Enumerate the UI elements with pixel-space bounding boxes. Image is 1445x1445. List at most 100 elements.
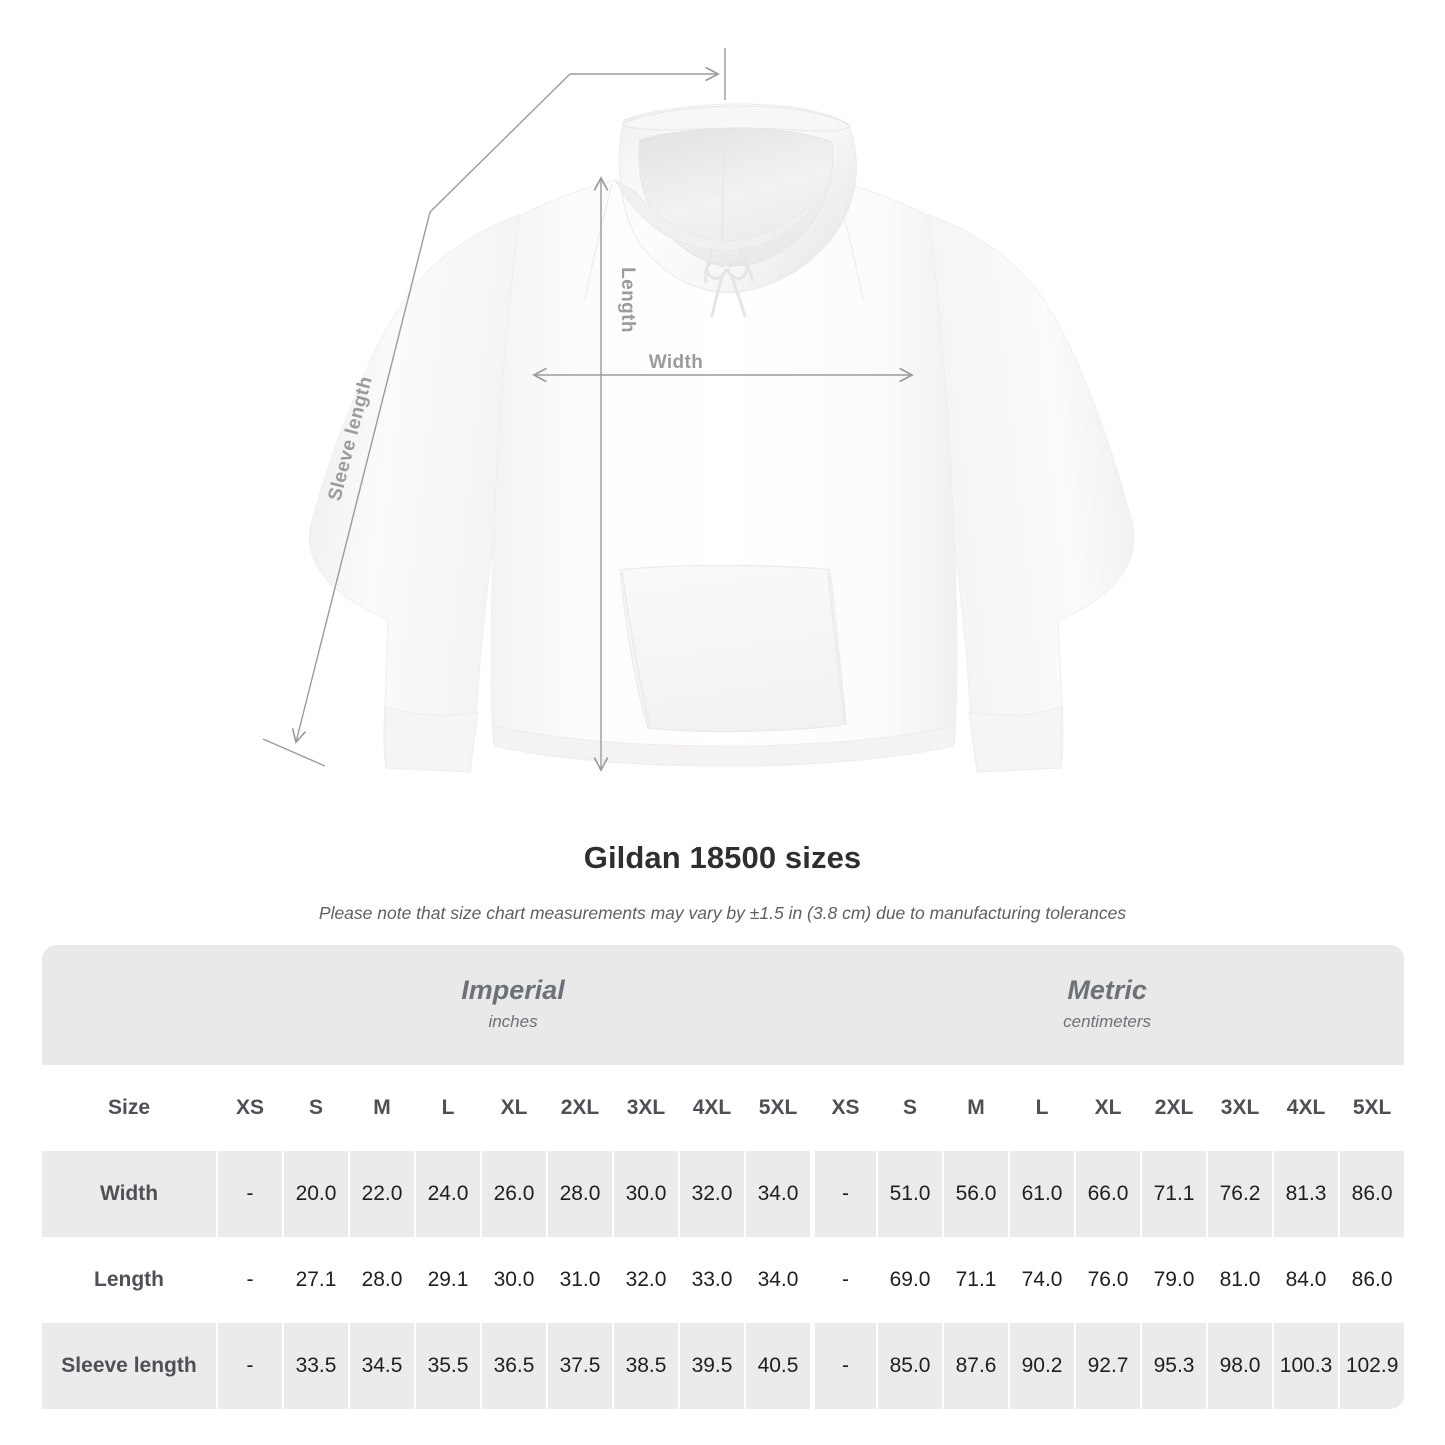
- cell-imperial: 30.0: [480, 1237, 546, 1323]
- table-row: Sleeve length -33.5 34.5 35.5 36.5 37.5 38.5 39…: [42, 1323, 1405, 1409]
- cell-metric: 100.3: [1272, 1323, 1339, 1409]
- size-header-row: Size XS S M L XL 2XL 3XL 4XL 5XL XS S M L XL 2XL 3XL 4XL 5…: [42, 1065, 1405, 1151]
- collar-front: [613, 178, 834, 251]
- cell-imperial: 34.0: [744, 1237, 811, 1323]
- column-header-imperial-m: M: [348, 1065, 414, 1151]
- cell-imperial: 34.5: [348, 1323, 414, 1409]
- sleeve-length-dimension: [262, 48, 726, 767]
- cell-metric: 61.0: [1008, 1151, 1075, 1237]
- dimension-lines: [262, 48, 914, 772]
- sleeve-length-main-diagonal: [291, 211, 431, 744]
- cell-metric: 76.2: [1206, 1151, 1273, 1237]
- column-header-metric-xs: XS: [810, 1065, 877, 1151]
- cell-metric: 51.0: [876, 1151, 943, 1237]
- cell-imperial: 32.0: [612, 1237, 678, 1323]
- cell-metric: 56.0: [942, 1151, 1009, 1237]
- kangaroo-pocket: [619, 564, 847, 733]
- hood-edge: [620, 105, 851, 132]
- cell-metric: 81.3: [1272, 1151, 1339, 1237]
- row-header-length: Length: [42, 1237, 216, 1323]
- cell-metric: 84.0: [1272, 1237, 1339, 1323]
- pocket-opening-left: [621, 571, 651, 727]
- row-header-width: Width: [42, 1151, 216, 1237]
- cell-metric: -: [810, 1237, 877, 1323]
- cell-metric: 90.2: [1008, 1323, 1075, 1409]
- left-sleeve: [309, 214, 521, 773]
- cell-metric: 86.0: [1338, 1237, 1405, 1323]
- column-header-imperial-xs: XS: [216, 1065, 282, 1151]
- cell-imperial: 24.0: [414, 1151, 480, 1237]
- cell-metric: 71.1: [1140, 1151, 1207, 1237]
- cell-imperial: -: [216, 1323, 282, 1409]
- hood-center-seam: [721, 129, 725, 251]
- row-header-sleeve-length: Sleeve length: [42, 1323, 216, 1409]
- cell-metric: 98.0: [1206, 1323, 1273, 1409]
- column-header-metric-s: S: [876, 1065, 943, 1151]
- right-cuff: [968, 705, 1063, 773]
- sleeve-length-upper-diagonal: [429, 73, 571, 213]
- cell-metric: 71.1: [942, 1237, 1009, 1323]
- column-header-metric-xl: XL: [1074, 1065, 1141, 1151]
- cell-imperial: 26.0: [480, 1151, 546, 1237]
- column-header-imperial-s: S: [282, 1065, 348, 1151]
- unit-header-imperial: Imperial inches: [216, 945, 811, 1065]
- cell-metric: 95.3: [1140, 1323, 1207, 1409]
- cell-metric: 69.0: [876, 1237, 943, 1323]
- cell-metric: 81.0: [1206, 1237, 1273, 1323]
- cell-imperial: 34.0: [744, 1151, 811, 1237]
- column-header-imperial-5xl: 5XL: [744, 1065, 811, 1151]
- cell-imperial: 40.5: [744, 1323, 811, 1409]
- cell-metric: 76.0: [1074, 1237, 1141, 1323]
- hoodie-diagram: Sleeve length Length Width: [262, 48, 1135, 773]
- unit-subtitle: centimeters: [1063, 1012, 1152, 1031]
- unit-name: Imperial: [461, 975, 565, 1005]
- cell-imperial: 30.0: [612, 1151, 678, 1237]
- bottom-hem: [493, 725, 955, 767]
- cell-metric: 92.7: [1074, 1323, 1141, 1409]
- right-shoulder-seam: [835, 183, 864, 301]
- cell-metric: 85.0: [876, 1323, 943, 1409]
- cell-imperial: 39.5: [678, 1323, 744, 1409]
- unit-header-metric: Metric centimeters: [810, 945, 1405, 1065]
- column-header-imperial-2xl: 2XL: [546, 1065, 612, 1151]
- unit-header-row: Imperial inches Metric centimeters: [42, 945, 1405, 1065]
- cell-metric: -: [810, 1151, 877, 1237]
- tolerance-note: Please note that size chart measurements…: [318, 903, 1127, 923]
- column-header-imperial-3xl: 3XL: [612, 1065, 678, 1151]
- cell-imperial: 29.1: [414, 1237, 480, 1323]
- cell-imperial: 33.0: [678, 1237, 744, 1323]
- column-header-metric-5xl: 5XL: [1338, 1065, 1405, 1151]
- column-header-metric-2xl: 2XL: [1140, 1065, 1207, 1151]
- column-header-size: Size: [42, 1065, 216, 1151]
- drawstring-right: [738, 248, 754, 282]
- drawstring-bow: [705, 260, 749, 318]
- sleeve-length-bottom-tick: [262, 738, 326, 767]
- cell-metric: 66.0: [1074, 1151, 1141, 1237]
- table-row: Length -27.1 28.0 29.1 30.0 31.0 32.0 33.0 34.0-…: [42, 1237, 1405, 1323]
- cell-imperial: 20.0: [282, 1151, 348, 1237]
- column-header-imperial-l: L: [414, 1065, 480, 1151]
- column-header-imperial-xl: XL: [480, 1065, 546, 1151]
- column-header-metric-m: M: [942, 1065, 1009, 1151]
- hoodie-illustration: [309, 103, 1135, 773]
- title-block: Gildan 18500 sizes Please note that size…: [0, 838, 1445, 925]
- cell-metric: 102.9: [1338, 1323, 1405, 1409]
- pocket-opening-right: [827, 571, 846, 724]
- cell-imperial: 32.0: [678, 1151, 744, 1237]
- column-header-metric-l: L: [1008, 1065, 1075, 1151]
- cell-imperial: -: [216, 1237, 282, 1323]
- table-row: Width -20.0 22.0 24.0 26.0 28.0 30.0 32.0 34.0-5…: [42, 1151, 1405, 1237]
- cell-imperial: 28.0: [546, 1151, 612, 1237]
- cell-imperial: -: [216, 1151, 282, 1237]
- length-label: Length: [617, 267, 638, 333]
- cell-imperial: 27.1: [282, 1237, 348, 1323]
- unit-subtitle: inches: [488, 1012, 538, 1031]
- cell-metric: -: [810, 1323, 877, 1409]
- column-header-metric-3xl: 3XL: [1206, 1065, 1273, 1151]
- cell-metric: 86.0: [1338, 1151, 1405, 1237]
- cell-imperial: 35.5: [414, 1323, 480, 1409]
- left-cuff: [384, 705, 479, 773]
- column-header-imperial-4xl: 4XL: [678, 1065, 744, 1151]
- cell-metric: 74.0: [1008, 1237, 1075, 1323]
